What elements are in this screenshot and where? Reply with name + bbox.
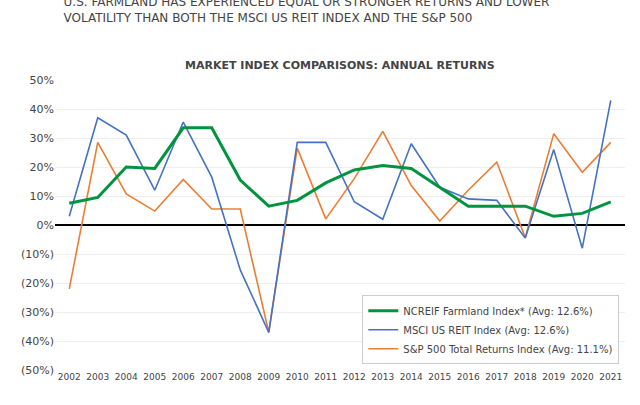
svg-text:2006: 2006 [172, 372, 195, 382]
svg-text:2020: 2020 [571, 372, 594, 382]
svg-text:2002: 2002 [58, 372, 81, 382]
svg-text:MARKET INDEX COMPARISONS: ANNU: MARKET INDEX COMPARISONS: ANNUAL RETURNS [185, 59, 495, 72]
svg-text:2007: 2007 [200, 372, 223, 382]
svg-text:2014: 2014 [400, 372, 423, 382]
svg-text:S&P 500 Total Returns Index (A: S&P 500 Total Returns Index (Avg: 11.1%) [403, 344, 612, 355]
svg-text:2003: 2003 [86, 372, 109, 382]
svg-text:2005: 2005 [143, 372, 166, 382]
svg-text:2011: 2011 [314, 372, 337, 382]
svg-text:2021: 2021 [599, 372, 622, 382]
svg-text:2013: 2013 [371, 372, 394, 382]
svg-text:2016: 2016 [457, 372, 480, 382]
svg-text:0%: 0% [37, 219, 54, 232]
svg-text:40%: 40% [30, 103, 54, 116]
svg-text:2018: 2018 [514, 372, 537, 382]
svg-text:2012: 2012 [343, 372, 366, 382]
svg-text:30%: 30% [30, 132, 54, 145]
svg-text:(20%): (20%) [21, 277, 54, 290]
svg-text:NCREIF Farmland Index* (Avg: 1: NCREIF Farmland Index* (Avg: 12.6%) [403, 306, 592, 317]
svg-text:(10%): (10%) [21, 248, 54, 261]
svg-text:10%: 10% [30, 190, 54, 203]
svg-text:U.S. FARMLAND HAS EXPERIENCED: U.S. FARMLAND HAS EXPERIENCED EQUAL OR S… [64, 0, 550, 25]
svg-text:2017: 2017 [485, 372, 508, 382]
svg-text:2004: 2004 [115, 372, 138, 382]
svg-text:2008: 2008 [229, 372, 252, 382]
svg-text:(30%): (30%) [21, 306, 54, 319]
svg-text:50%: 50% [30, 74, 54, 87]
svg-text:2015: 2015 [428, 372, 451, 382]
svg-text:20%: 20% [30, 161, 54, 174]
svg-text:2019: 2019 [542, 372, 565, 382]
svg-text:2009: 2009 [257, 372, 280, 382]
svg-text:(50%): (50%) [21, 364, 54, 377]
svg-text:MSCI US REIT Index (Avg: 12.6%: MSCI US REIT Index (Avg: 12.6%) [403, 325, 569, 336]
svg-text:2010: 2010 [286, 372, 309, 382]
svg-text:(40%): (40%) [21, 335, 54, 348]
